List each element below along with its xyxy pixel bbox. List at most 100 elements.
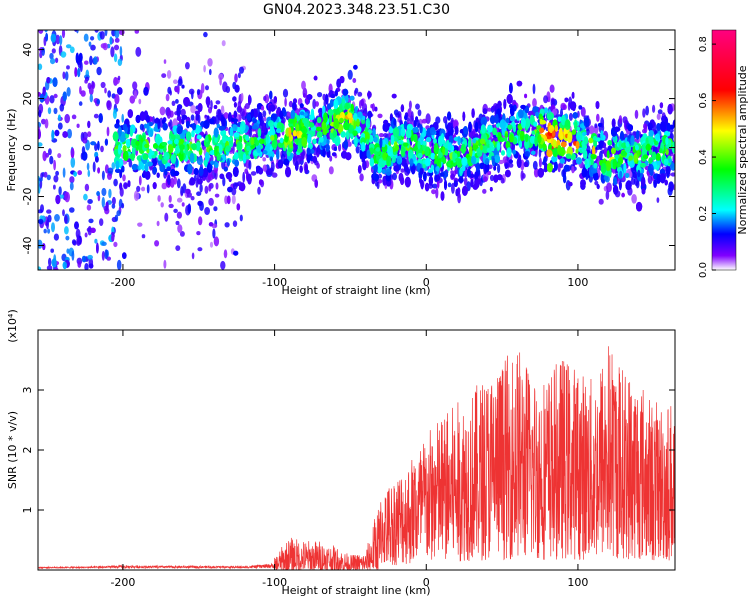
heatmap-cell — [38, 30, 44, 34]
heatmap-cell — [454, 125, 459, 135]
heatmap-cell — [64, 191, 70, 203]
heatmap-cell — [40, 204, 44, 213]
heatmap-cell — [82, 137, 88, 144]
heatmap-cell — [580, 106, 586, 117]
heatmap-cell — [249, 128, 253, 138]
heatmap-cell — [185, 61, 190, 70]
heatmap-cell — [315, 101, 319, 107]
heatmap-cell — [532, 98, 537, 108]
heatmap-cell — [133, 190, 140, 201]
heatmap-cell — [594, 180, 599, 186]
heatmap-cell — [47, 107, 52, 115]
heatmap-cell — [392, 172, 397, 181]
heatmap-cell — [76, 123, 80, 128]
heatmap-cell — [141, 186, 146, 192]
heatmap-cell — [360, 98, 364, 107]
heatmap-cell — [219, 77, 222, 86]
heatmap-cell — [86, 162, 90, 171]
heatmap-cell — [122, 174, 126, 182]
heatmap-cell — [312, 98, 317, 110]
heatmap-cell — [543, 95, 549, 104]
heatmap-cell — [84, 183, 90, 192]
heatmap-cell — [195, 113, 200, 121]
heatmap-cell — [318, 112, 323, 118]
heatmap-cell — [53, 107, 58, 115]
heatmap-cell — [240, 92, 244, 102]
heatmap-cell — [672, 154, 675, 165]
heatmap-cell — [46, 209, 52, 214]
heatmap-cell — [596, 113, 600, 122]
heatmap-cell — [595, 145, 601, 150]
heatmap-cell — [77, 170, 82, 176]
heatmap-cell — [212, 228, 216, 239]
heatmap-cell — [657, 109, 663, 115]
heatmap-cell — [92, 161, 96, 173]
heatmap-cell — [631, 194, 637, 204]
heatmap-cell — [78, 101, 83, 106]
heatmap-cell — [284, 97, 287, 107]
heatmap-cell — [116, 210, 121, 217]
heatmap-cell — [113, 30, 115, 31]
heatmap-cell — [62, 167, 66, 178]
heatmap-cell — [107, 90, 112, 98]
heatmap-cell — [185, 188, 191, 194]
heatmap-cell — [84, 232, 88, 238]
heatmap-cell — [113, 53, 118, 63]
heatmap-cell — [50, 248, 54, 253]
heatmap-cell — [262, 157, 267, 162]
heatmap-cell — [52, 77, 58, 88]
heatmap-cell — [170, 177, 175, 188]
heatmap-cell — [65, 235, 70, 241]
heatmap-cell — [262, 110, 267, 118]
heatmap-cell — [357, 91, 363, 97]
heatmap-cell — [66, 65, 70, 70]
heatmap-cell — [143, 86, 149, 96]
heatmap-cell — [171, 30, 174, 31]
heatmap-cell — [84, 79, 88, 84]
heatmap-cell — [60, 51, 67, 58]
heatmap-cell — [220, 108, 225, 114]
heatmap-cell — [322, 148, 326, 158]
heatmap-cell — [463, 176, 468, 187]
heatmap-cell — [87, 169, 91, 178]
heatmap-cell — [618, 115, 623, 125]
heatmap-cell — [71, 239, 77, 246]
heatmap-cell — [134, 90, 137, 99]
heatmap-cell — [453, 145, 459, 153]
heatmap-cell — [49, 52, 54, 60]
heatmap-cell — [98, 113, 103, 124]
heatmap-cell — [353, 64, 358, 70]
heatmap-cell — [49, 155, 54, 165]
heatmap-cell — [299, 103, 304, 109]
heatmap-cell — [432, 183, 438, 189]
heatmap-cell — [61, 30, 66, 39]
heatmap-cell — [498, 159, 504, 165]
heatmap-cell — [91, 81, 96, 90]
heatmap-cell — [231, 194, 236, 205]
heatmap-cell — [57, 153, 62, 159]
heatmap-cell — [154, 240, 160, 247]
heatmap-cell — [232, 182, 238, 190]
heatmap-cell — [208, 184, 212, 192]
heatmap-cell — [111, 162, 116, 170]
heatmap-cell — [69, 176, 75, 184]
heatmap-cell — [38, 129, 41, 140]
heatmap-cell — [197, 247, 203, 252]
heatmap-cell — [300, 150, 305, 160]
heatmap-cell — [239, 66, 244, 74]
heatmap-cell — [114, 94, 120, 105]
heatmap-cell — [93, 56, 98, 65]
heatmap-cell — [62, 91, 67, 102]
heatmap-cell — [96, 242, 99, 254]
heatmap-cell — [434, 174, 440, 182]
heatmap-cell — [179, 231, 185, 237]
heatmap-cell — [165, 93, 170, 102]
heatmap-cell — [70, 157, 76, 168]
heatmap-cell — [568, 112, 573, 121]
heatmap-cell — [474, 133, 479, 139]
heatmap-cell — [430, 152, 436, 160]
heatmap-cell — [365, 142, 371, 153]
heatmap-cell — [209, 68, 212, 76]
heatmap-cell — [43, 228, 47, 234]
heatmap-cell — [101, 196, 106, 208]
